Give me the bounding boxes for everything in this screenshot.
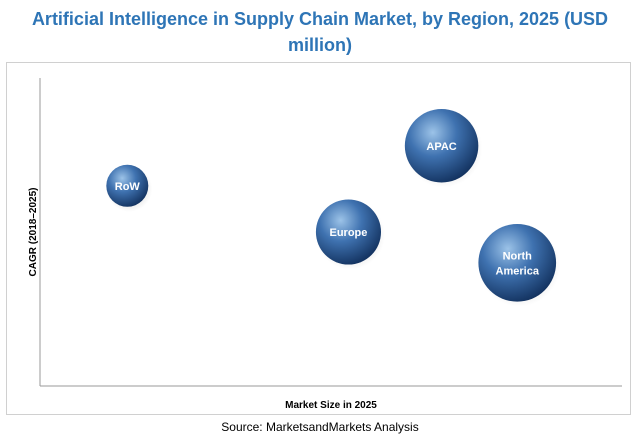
bubble-europe	[315, 199, 382, 265]
bubble-row	[106, 164, 149, 207]
bubble-label-row: RoW	[115, 181, 141, 193]
bubble-apac	[404, 109, 479, 183]
x-axis-label: Market Size in 2025	[285, 400, 377, 411]
bubble-label-europe: Europe	[330, 227, 368, 239]
bubble-north-america	[478, 223, 557, 302]
bubble-layer: RoW Europe APAC North America	[106, 109, 561, 307]
source-note: Source: MarketsandMarkets Analysis	[221, 420, 419, 434]
y-axis-label: CAGR (2018–2025)	[28, 188, 39, 277]
chart-frame	[6, 62, 631, 415]
bubble-label-north-america: North America	[496, 250, 540, 277]
bubble-label-apac: APAC	[426, 141, 456, 153]
chart-title: Artificial Intelligence in Supply Chain …	[0, 6, 640, 58]
chart-title-text: Artificial Intelligence in Supply Chain …	[31, 9, 609, 55]
